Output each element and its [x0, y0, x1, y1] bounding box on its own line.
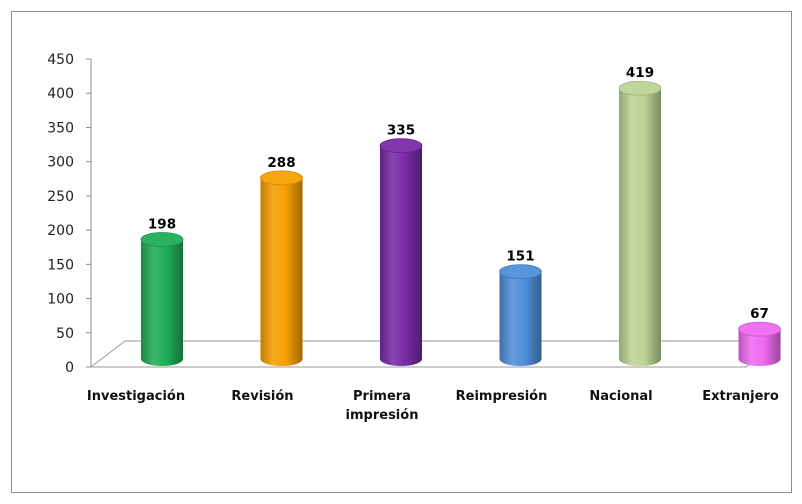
bar-body — [260, 177, 303, 367]
floor-plane — [89, 340, 782, 368]
value-label: 198 — [148, 216, 176, 232]
bar — [260, 170, 303, 367]
bar-top — [499, 264, 542, 280]
bar-top — [379, 138, 423, 154]
bar — [379, 138, 423, 366]
category-label: Nacional — [589, 389, 652, 404]
bar-body — [499, 271, 542, 367]
bars — [140, 80, 781, 367]
bar-body — [619, 88, 661, 367]
bar — [738, 321, 781, 367]
category-label: Reimpresión — [456, 389, 548, 404]
value-label: 151 — [506, 249, 534, 265]
bar-top — [260, 170, 303, 186]
bar-top — [738, 321, 781, 337]
bar — [499, 264, 542, 367]
y-tick-label: 100 — [47, 292, 74, 308]
bar-top — [618, 80, 662, 96]
y-tick-label: 200 — [47, 223, 74, 239]
value-label: 419 — [626, 65, 654, 81]
bar-body — [141, 239, 183, 366]
y-tick-label: 150 — [47, 257, 74, 273]
y-tick-label: 400 — [47, 86, 74, 102]
value-label: 288 — [267, 155, 295, 171]
category-label: Revisión — [231, 389, 293, 404]
y-tick-label: 50 — [56, 326, 74, 342]
bar-body — [738, 329, 781, 367]
bar — [618, 80, 662, 367]
category-label: Extranjero — [702, 389, 779, 404]
bar — [140, 232, 184, 366]
bar-body — [380, 145, 422, 366]
y-tick-label: 450 — [47, 52, 74, 68]
y-tick-label: 0 — [65, 360, 74, 376]
y-axis: 0 50 100 150 200 250 300 350 400 450 — [47, 52, 92, 376]
category-label: Primera impresión — [346, 389, 419, 423]
value-label: 335 — [387, 123, 415, 139]
y-tick-label: 300 — [47, 155, 74, 171]
y-tick-label: 350 — [47, 120, 74, 136]
y-tick-label: 250 — [47, 189, 74, 205]
category-label: Investigación — [87, 389, 185, 404]
category-labels: Investigación Revisión Primera impresión Rei… — [87, 389, 779, 423]
value-labels: 198 288 335 151 419 67 — [148, 65, 769, 322]
chart-floor — [89, 340, 782, 368]
bar-top — [140, 232, 184, 247]
value-label: 67 — [750, 306, 769, 322]
